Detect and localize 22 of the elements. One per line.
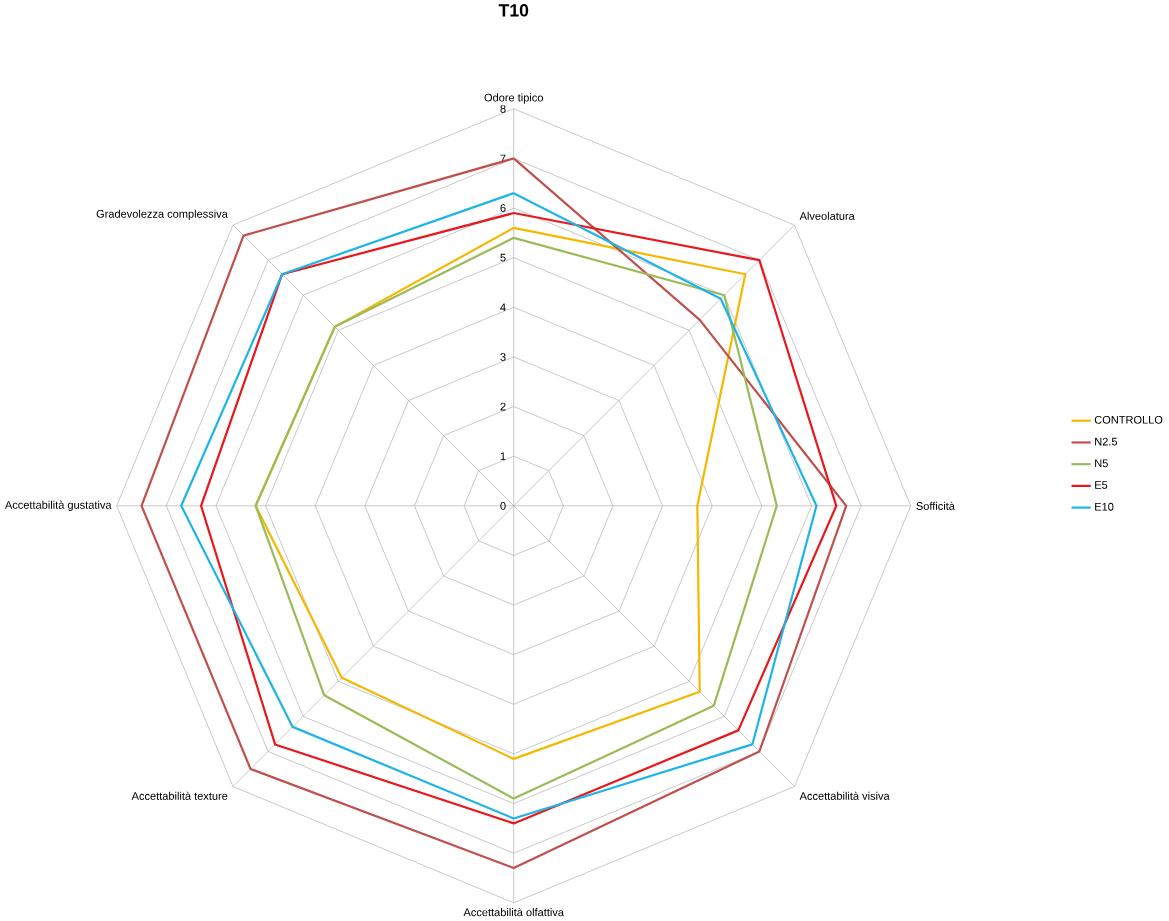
spoke-label: Accettabilità gustativa bbox=[4, 500, 112, 511]
legend-label: N5 bbox=[1095, 459, 1108, 468]
legend-label: N2.5 bbox=[1095, 437, 1118, 446]
spoke-label: Gradevolezza complessiva bbox=[96, 209, 228, 220]
spoke-label: Odore tipico bbox=[484, 93, 543, 104]
y-tick-label: 1 bbox=[500, 452, 506, 460]
spoke-label: Accettabilità texture bbox=[131, 791, 228, 800]
y-tick-label: 0 bbox=[500, 501, 506, 510]
spoke-label: Alveolatura bbox=[799, 211, 855, 220]
legend-label: E5 bbox=[1095, 481, 1108, 489]
y-tick-label: 6 bbox=[500, 204, 506, 212]
spoke-label: Sofficità bbox=[916, 501, 955, 510]
y-tick-label: 3 bbox=[500, 352, 506, 361]
chart-title: T10 bbox=[498, 4, 529, 17]
y-tick-label: 4 bbox=[500, 303, 506, 312]
spoke-label: Accettabilità olfattiva bbox=[463, 907, 564, 917]
y-tick-label: 8 bbox=[500, 104, 506, 113]
legend-label: E10 bbox=[1095, 502, 1114, 511]
y-tick-label: 5 bbox=[500, 253, 506, 262]
y-tick-label: 2 bbox=[500, 402, 506, 411]
legend-label: CONTROLLO bbox=[1094, 415, 1163, 424]
spoke-label: Accettabilità visiva bbox=[799, 791, 890, 800]
